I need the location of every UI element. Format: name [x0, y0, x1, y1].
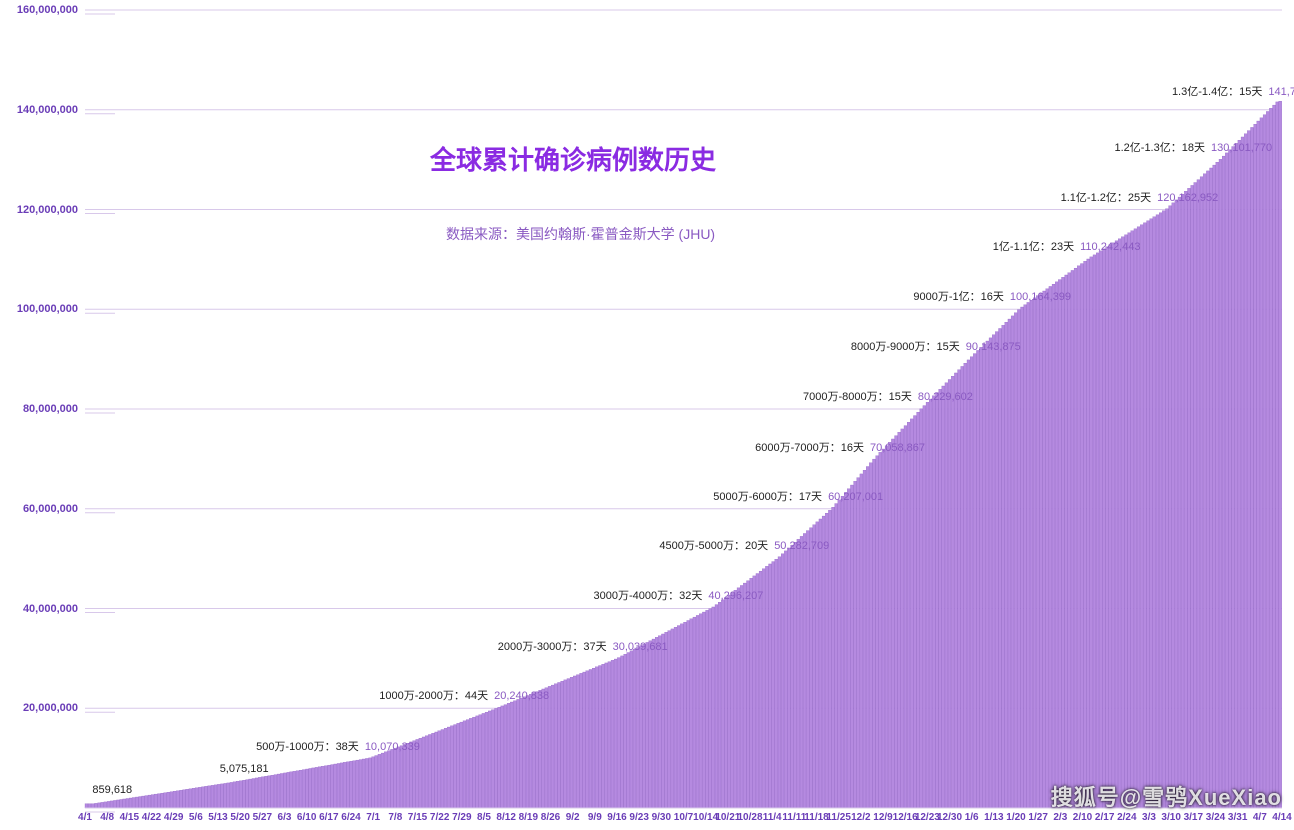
y-axis-tick-label: 80,000,000	[23, 403, 78, 415]
x-axis-tick-label: 2/17	[1095, 812, 1114, 823]
y-axis-tick-label: 100,000,000	[17, 303, 78, 315]
x-axis-tick-label: 9/2	[566, 812, 580, 823]
x-axis-tick-label: 1/27	[1028, 812, 1047, 823]
x-axis-tick-label: 3/24	[1206, 812, 1225, 823]
x-axis-tick-label: 5/6	[189, 812, 203, 823]
x-axis-tick-label: 2/3	[1053, 812, 1067, 823]
x-axis-tick-label: 2/24	[1117, 812, 1136, 823]
x-axis-tick-label: 4/1	[78, 812, 92, 823]
x-axis-tick-label: 5/13	[208, 812, 227, 823]
x-axis-tick-label: 10/28	[737, 812, 762, 823]
milestone-annotation: 1亿-1.1亿：23天110,242,443	[0, 238, 1140, 254]
y-axis-tick-label: 140,000,000	[17, 104, 78, 116]
x-axis-tick-label: 9/30	[652, 812, 671, 823]
x-axis-tick-label: 11/25	[826, 812, 850, 823]
x-axis-tick-label: 8/5	[477, 812, 491, 823]
cumulative-cases-chart	[0, 0, 1294, 830]
x-axis-tick-label: 5/27	[253, 812, 272, 823]
x-axis-tick-label: 6/24	[341, 812, 360, 823]
x-axis-tick-label: 7/29	[452, 812, 471, 823]
x-axis-tick-label: 9/9	[588, 812, 602, 823]
x-axis-tick-label: 9/23	[629, 812, 648, 823]
x-axis-tick-label: 11/18	[804, 812, 828, 823]
milestone-annotation: 1000万-2000万：44天20,240,838	[0, 687, 549, 703]
x-axis-tick-label: 4/29	[164, 812, 183, 823]
y-axis-tick-label: 160,000,000	[17, 4, 78, 16]
milestone-annotation: 4500万-5000万：20天50,282,709	[0, 537, 829, 553]
milestone-annotation: 1.3亿-1.4亿：15天141,725,850	[0, 83, 1294, 99]
x-axis-tick-label: 1/20	[1006, 812, 1025, 823]
x-axis-tick-label: 3/10	[1161, 812, 1180, 823]
milestone-annotation: 9000万-1亿：16天100,164,399	[0, 288, 1071, 304]
x-axis-tick-label: 6/10	[297, 812, 316, 823]
x-axis-tick-label: 4/7	[1253, 812, 1267, 823]
milestone-annotation: 8000万-9000万：15天90,143,875	[0, 338, 1021, 354]
x-axis-tick-label: 8/26	[541, 812, 560, 823]
x-axis-tick-label: 8/12	[496, 812, 515, 823]
x-axis-tick-label: 4/15	[120, 812, 139, 823]
x-axis-tick-label: 7/1	[366, 812, 380, 823]
x-axis-tick-label: 7/8	[388, 812, 402, 823]
x-axis-tick-label: 7/15	[408, 812, 427, 823]
x-axis-tick-label: 6/3	[278, 812, 292, 823]
x-axis-tick-label: 8/19	[519, 812, 538, 823]
x-axis-tick-label: 11/4	[763, 812, 782, 823]
x-axis-tick-label: 5/20	[230, 812, 249, 823]
milestone-annotation: 5000万-6000万：17天60,207,001	[0, 488, 883, 504]
x-axis-tick-label: 4/22	[142, 812, 161, 823]
x-axis-tick-label: 6/17	[319, 812, 338, 823]
x-axis-tick-label: 4/8	[100, 812, 114, 823]
milestone-annotation: 5,075,181	[0, 763, 269, 775]
x-axis-tick-label: 11/11	[782, 812, 806, 823]
x-axis-tick-label: 3/17	[1184, 812, 1203, 823]
y-axis-tick-label: 120,000,000	[17, 204, 78, 216]
y-axis-tick-label: 60,000,000	[23, 503, 78, 515]
x-axis-tick-label: 1/6	[965, 812, 979, 823]
milestone-annotation: 2000万-3000万：37天30,039,681	[0, 638, 668, 654]
milestone-annotation: 1.1亿-1.2亿：25天120,162,952	[0, 189, 1218, 205]
y-axis-tick-label: 40,000,000	[23, 603, 78, 615]
x-axis-tick-label: 10/7	[674, 812, 693, 823]
milestone-annotation: 7000万-8000万：15天80,229,602	[0, 388, 973, 404]
milestone-annotation: 3000万-4000万：32天40,296,207	[0, 587, 763, 603]
x-axis-tick-label: 12/2	[851, 812, 870, 823]
milestone-annotation: 859,618	[0, 784, 132, 796]
x-axis-tick-label: 2/10	[1073, 812, 1092, 823]
x-axis-tick-label: 3/3	[1142, 812, 1156, 823]
watermark: 搜狐号@雪鸮XueXiao	[1051, 780, 1282, 812]
milestone-annotation: 6000万-7000万：16天70,058,867	[0, 439, 925, 455]
milestone-annotation: 1.2亿-1.3亿：18天130,101,770	[0, 139, 1272, 155]
milestone-annotation: 500万-1000万：38天10,070,339	[0, 738, 420, 754]
x-axis-tick-label: 7/22	[430, 812, 449, 823]
x-axis-tick-label: 9/16	[607, 812, 626, 823]
x-axis-tick-label: 12/30	[937, 812, 962, 823]
x-axis-tick-label: 4/14	[1272, 812, 1291, 823]
x-axis-tick-label: 1/13	[984, 812, 1003, 823]
y-axis-tick-label: 20,000,000	[23, 702, 78, 714]
x-axis-tick-label: 12/9	[873, 812, 892, 823]
x-axis-tick-label: 3/31	[1228, 812, 1247, 823]
